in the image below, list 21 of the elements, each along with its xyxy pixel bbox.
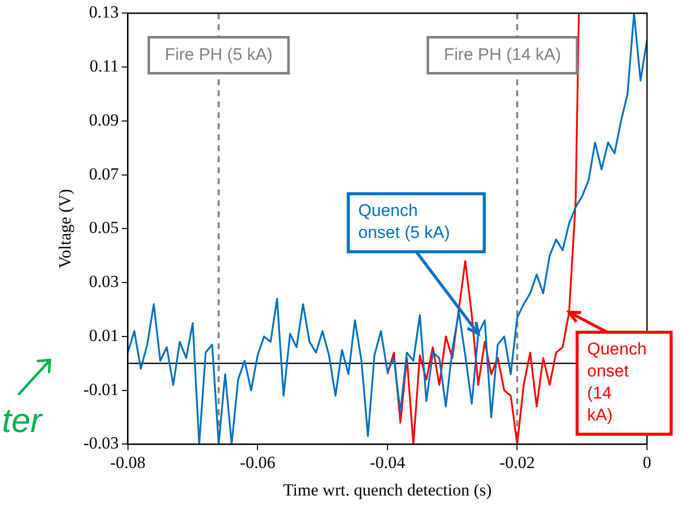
annotation: Quench onset (5 kA) <box>358 200 450 242</box>
x-tick-label: -0.08 <box>110 452 146 472</box>
text: ter <box>2 402 44 440</box>
x-tick-label: 0 <box>642 452 652 472</box>
y-tick-label: 0.09 <box>89 110 119 130</box>
y-tick-label: -0.03 <box>83 434 119 453</box>
y-tick-label: 0.05 <box>89 218 119 238</box>
y-tick-label: -0.01 <box>83 380 119 399</box>
x-tick-label: -0.02 <box>499 452 535 472</box>
y-tick-label: 0.11 <box>90 56 119 76</box>
ref-line-label: Fire PH (14 kA) <box>444 44 562 64</box>
y-axis-title: Voltage (V) <box>56 188 75 268</box>
y-tick-label: 0.13 <box>89 2 119 22</box>
x-axis-title: Time wrt. quench detection (s) <box>283 480 492 500</box>
y-tick-label: 0.07 <box>89 164 120 184</box>
x-tick-label: -0.06 <box>240 452 276 472</box>
ref-line-label: Fire PH (5 kA) <box>164 44 273 64</box>
y-tick-label: 0.01 <box>89 326 119 345</box>
y-tick-label: 0.03 <box>89 272 119 292</box>
annotation: Quench onset (14 kA) <box>587 339 647 424</box>
x-tick-label: -0.04 <box>370 452 406 472</box>
